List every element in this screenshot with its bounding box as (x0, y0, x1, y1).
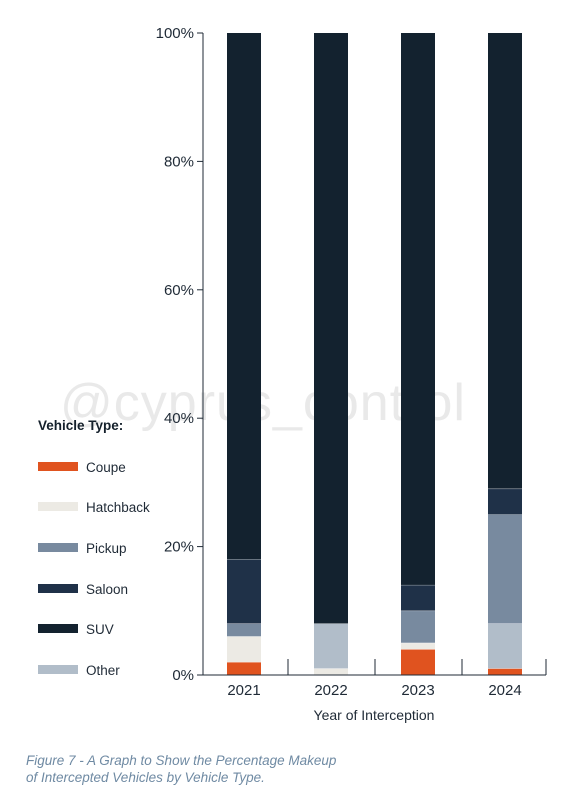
bar-segment-other-2024 (488, 623, 522, 669)
x-tick-label: 2022 (314, 682, 347, 699)
y-tick-label: 40% (164, 410, 194, 427)
bar-segment-hatchback-2021 (227, 636, 261, 663)
legend-item-hatchback: Hatchback (38, 500, 150, 515)
caption-line-1: Figure 7 - A Graph to Show the Percentag… (26, 753, 337, 768)
bar-stack-2023 (401, 33, 435, 675)
legend-label-coupe: Coupe (86, 460, 126, 475)
figure-caption: Figure 7 - A Graph to Show the Percentag… (26, 752, 486, 786)
legend-swatch-other (38, 665, 78, 674)
legend-label-pickup: Pickup (86, 541, 127, 556)
y-tick-label: 80% (164, 153, 194, 170)
caption-line-2: of Intercepted Vehicles by Vehicle Type. (26, 770, 265, 785)
legend-title: Vehicle Type: (38, 418, 123, 433)
bar-segment-pickup-2023 (401, 610, 435, 643)
legend-swatch-coupe (38, 462, 78, 471)
legend-swatch-saloon (38, 584, 78, 593)
y-tick-label: 20% (164, 539, 194, 556)
legend-swatch-pickup (38, 543, 78, 552)
legend-label-saloon: Saloon (86, 582, 128, 597)
legend-label-other: Other (86, 663, 120, 678)
bar-stack-2021 (227, 33, 261, 675)
bar-stack-2022 (314, 33, 348, 675)
legend-item-coupe: Coupe (38, 460, 126, 475)
bar-segment-hatchback-2022 (314, 668, 348, 675)
legend-swatch-hatchback (38, 502, 78, 511)
x-tick-label: 2024 (488, 682, 521, 699)
bar-segment-saloon-2024 (488, 488, 522, 515)
bar-segment-coupe-2023 (401, 649, 435, 675)
bar-segment-suv-2024 (488, 33, 522, 489)
legend-swatch-suv (38, 624, 78, 633)
bar-segment-saloon-2021 (227, 559, 261, 624)
legend-label-suv: SUV (86, 622, 114, 637)
y-tick-label: 100% (156, 25, 194, 42)
bar-segment-pickup-2021 (227, 623, 261, 637)
bar-stack-2024 (488, 33, 522, 675)
bar-segment-suv-2022 (314, 33, 348, 624)
bar-segment-coupe-2024 (488, 668, 522, 675)
bar-segment-suv-2023 (401, 33, 435, 586)
watermark-text: @cyprus_control (60, 374, 466, 432)
bar-segment-pickup-2024 (488, 514, 522, 624)
bar-segment-other-2022 (314, 623, 348, 669)
bar-segment-suv-2021 (227, 33, 261, 560)
bar-segment-hatchback-2023 (401, 642, 435, 650)
legend-item-suv: SUV (38, 622, 114, 637)
bar-segment-coupe-2021 (227, 662, 261, 675)
y-tick-label: 0% (172, 667, 194, 684)
legend-item-saloon: Saloon (38, 582, 128, 597)
bar-segment-saloon-2023 (401, 585, 435, 611)
legend-item-other: Other (38, 663, 120, 678)
legend-item-pickup: Pickup (38, 541, 127, 556)
legend-label-hatchback: Hatchback (86, 500, 150, 515)
x-tick-label: 2021 (227, 682, 260, 699)
x-tick-label: 2023 (401, 682, 434, 699)
x-axis-title: Year of Interception (314, 707, 435, 723)
y-tick-label: 60% (164, 282, 194, 299)
